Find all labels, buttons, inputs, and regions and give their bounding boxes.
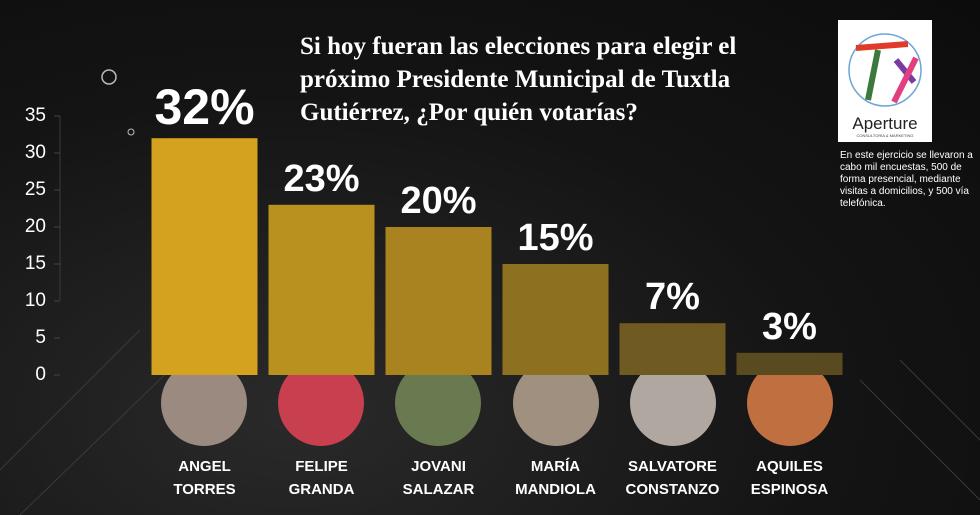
bar [385,227,492,375]
candidate-name: MARÍA MANDIOLA [515,458,596,498]
value-label: 20% [400,180,476,222]
bar [502,264,609,375]
bar [619,323,726,375]
logo-subtitle: CONSULTORÍA & MARKETING [856,133,914,138]
logo-mark [848,33,922,107]
bar [736,352,843,375]
candidate-name: FELIPE GRANDA [288,458,355,498]
candidate-name: SALVATORE CONSTANZO [625,458,720,498]
y-tick-label: 25 [25,179,46,200]
candidate-name: AQUILES ESPINOSA [750,458,829,498]
value-label: 15% [517,217,593,259]
y-tick-label: 35 [25,105,46,126]
y-tick-label: 10 [25,290,46,311]
value-label: 23% [283,158,359,200]
candidate-name: ANGEL TORRES [173,458,236,498]
y-tick-label: 30 [25,142,46,163]
value-label: 3% [762,306,817,348]
y-tick-label: 5 [35,327,46,348]
photos [161,360,833,446]
candidate-name: JOVANI SALAZAR [402,458,475,498]
y-tick-label: 0 [35,364,46,385]
value-label: 7% [645,276,700,318]
value-label: 32% [154,79,254,135]
chart-title: Si hoy fueran las elecciones para elegir… [300,33,737,126]
y-tick-label: 20 [25,216,46,237]
decoration [0,69,980,515]
note: En este ejercicio se llevaron a cabo mil… [840,150,973,209]
bar [151,138,258,375]
logo: Aperture CONSULTORÍA & MARKETING [838,20,932,142]
bar [268,204,375,375]
y-tick-label: 15 [25,253,46,274]
logo-name: Aperture [852,114,918,133]
